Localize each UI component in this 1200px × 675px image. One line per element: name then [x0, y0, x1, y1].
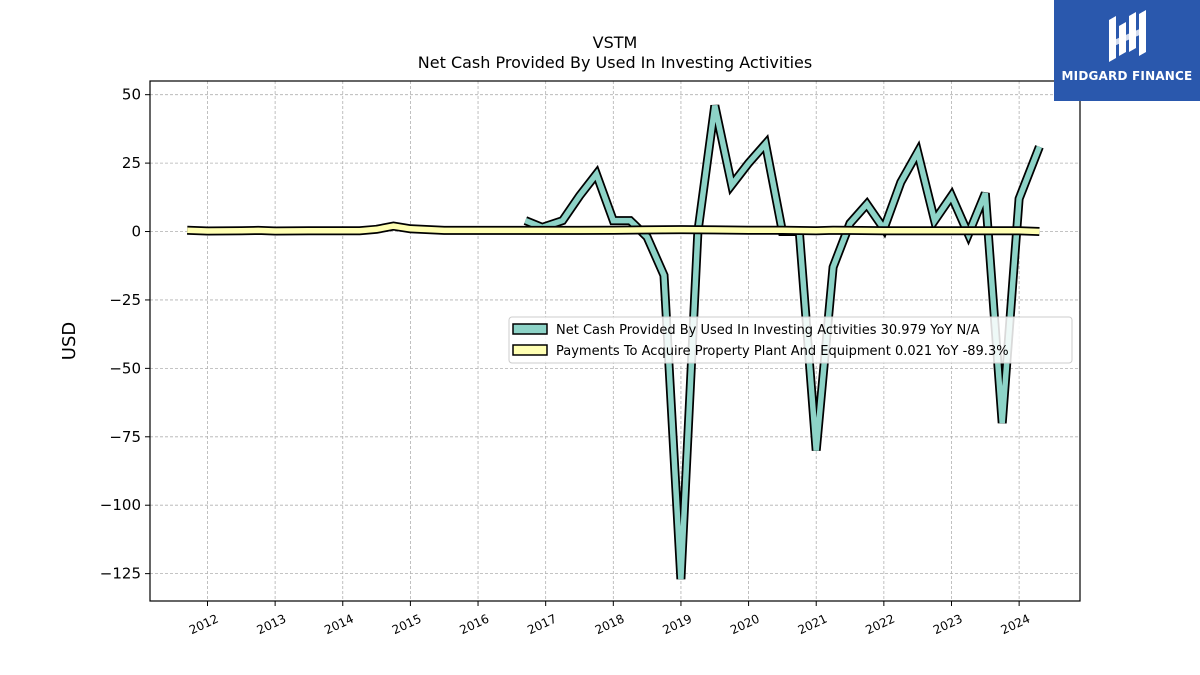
- legend-swatch: [512, 344, 548, 356]
- x-tick-label: 2019: [660, 612, 694, 638]
- legend-box: [508, 316, 1073, 364]
- y-axis-label: USD: [59, 322, 80, 360]
- chart-title: VSTM: [593, 33, 638, 52]
- legend-entry-label: Net Cash Provided By Used In Investing A…: [556, 323, 980, 338]
- series-layer: [187, 104, 1044, 580]
- y-tick-label: −75: [109, 428, 141, 446]
- logo-brand-text: MIDGARD FINANCE: [1061, 69, 1193, 83]
- y-tick-label: 50: [122, 86, 141, 104]
- x-tick-label: 2017: [525, 612, 559, 638]
- x-tick-label: 2020: [728, 612, 762, 638]
- y-tick-label: 0: [131, 223, 141, 241]
- y-tick-label: −50: [109, 359, 141, 377]
- x-tick-label: 2012: [187, 612, 221, 638]
- x-tick-label: 2016: [458, 612, 492, 638]
- x-tick-label: 2022: [863, 612, 897, 638]
- series-2-line: [187, 223, 1040, 235]
- midgard-logo-icon: [1109, 10, 1146, 62]
- chart-subtitle: Net Cash Provided By Used In Investing A…: [418, 53, 812, 72]
- y-axis-ticks: 50 25 0 −25 −50 −75 −100 −125: [100, 86, 150, 583]
- x-tick-label: 2024: [999, 612, 1033, 638]
- x-tick-label: 2015: [390, 612, 424, 638]
- y-tick-label: −125: [100, 565, 141, 583]
- x-tick-label: 2013: [255, 612, 289, 638]
- x-axis-ticks: 2012 2013 2014 2015 2016 2017 2018 2019 2020 2021…: [187, 601, 1032, 637]
- x-tick-label: 2018: [593, 612, 627, 638]
- plot-area-frame: [149, 80, 1081, 602]
- x-tick-label: 2021: [796, 612, 830, 638]
- y-tick-label: −100: [100, 496, 141, 514]
- x-tick-label: 2014: [322, 612, 356, 638]
- legend-swatch: [512, 323, 548, 335]
- x-tick-label: 2023: [931, 612, 965, 638]
- y-tick-label: −25: [109, 291, 141, 309]
- y-tick-label: 25: [122, 154, 141, 172]
- legend-entry-label: Payments To Acquire Property Plant And E…: [556, 344, 1009, 359]
- midgard-finance-logo: MIDGARD FINANCE: [1054, 0, 1200, 101]
- legend: Net Cash Provided By Used In Investing A…: [508, 316, 1073, 364]
